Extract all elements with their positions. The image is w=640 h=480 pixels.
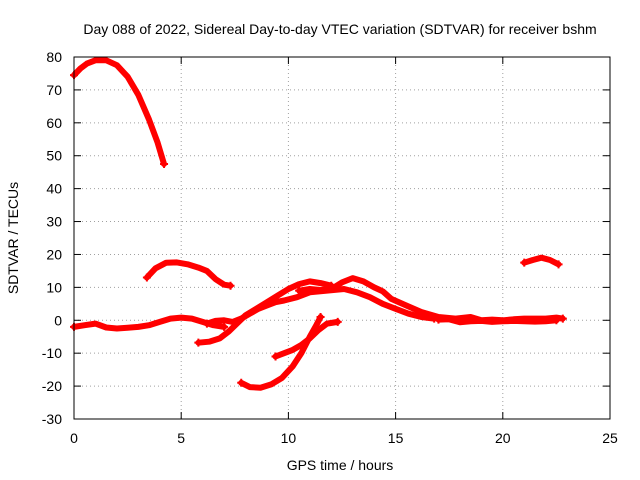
y-tick-label: 40 xyxy=(46,181,62,197)
series-arc-6 xyxy=(296,275,566,324)
x-tick-label: 10 xyxy=(281,430,297,446)
point-marker xyxy=(434,315,443,324)
grid xyxy=(74,57,610,419)
point-marker xyxy=(333,317,342,326)
y-axis: -30 -20 -10 0 10 20 30 40 50 60 70 80 xyxy=(42,49,610,427)
x-tick-label: 20 xyxy=(495,430,511,446)
chart-title: Day 088 of 2022, Sidereal Day-to-day VTE… xyxy=(83,21,596,37)
series-arc-7 xyxy=(435,316,560,326)
x-axis-label: GPS time / hours xyxy=(287,457,394,473)
point-marker xyxy=(220,322,229,331)
point-marker xyxy=(520,258,529,267)
series-arc-10 xyxy=(521,254,562,268)
point-marker xyxy=(552,316,561,325)
point-marker xyxy=(226,281,235,290)
plot-frame xyxy=(73,56,611,420)
series-arc-3 xyxy=(71,314,228,332)
point-marker xyxy=(554,260,563,269)
y-tick-label: 10 xyxy=(46,279,62,295)
point-marker xyxy=(142,273,151,282)
point-marker xyxy=(295,286,304,295)
y-tick-label: -10 xyxy=(42,345,62,361)
y-tick-label: 0 xyxy=(54,312,62,328)
point-marker xyxy=(160,159,169,168)
y-tick-label: 20 xyxy=(46,246,62,262)
series-arc-1 xyxy=(71,57,167,167)
point-marker xyxy=(316,312,325,321)
series-arc-2 xyxy=(143,259,234,289)
y-tick-label: 60 xyxy=(46,115,62,131)
x-tick-label: 25 xyxy=(602,430,618,446)
y-tick-label: 80 xyxy=(46,49,62,65)
x-axis: 0 5 10 15 20 25 xyxy=(70,57,618,446)
series-arc-9 xyxy=(272,318,341,360)
point-marker xyxy=(237,378,246,387)
point-marker xyxy=(271,352,280,361)
y-tick-label: 30 xyxy=(46,214,62,230)
point-marker xyxy=(558,314,567,323)
series-arc-8 xyxy=(238,314,324,391)
x-tick-label: 15 xyxy=(388,430,404,446)
point-marker xyxy=(202,319,211,328)
data-series xyxy=(70,57,567,391)
series-arc-5 xyxy=(203,286,438,327)
y-axis-label: SDTVAR / TECUs xyxy=(5,182,21,294)
y-tick-label: -20 xyxy=(42,378,62,394)
y-tick-label: -30 xyxy=(42,411,62,427)
x-tick-label: 5 xyxy=(177,430,185,446)
y-tick-label: 50 xyxy=(46,148,62,164)
y-tick-label: 70 xyxy=(46,82,62,98)
point-marker xyxy=(194,338,203,347)
x-tick-label: 0 xyxy=(70,430,78,446)
